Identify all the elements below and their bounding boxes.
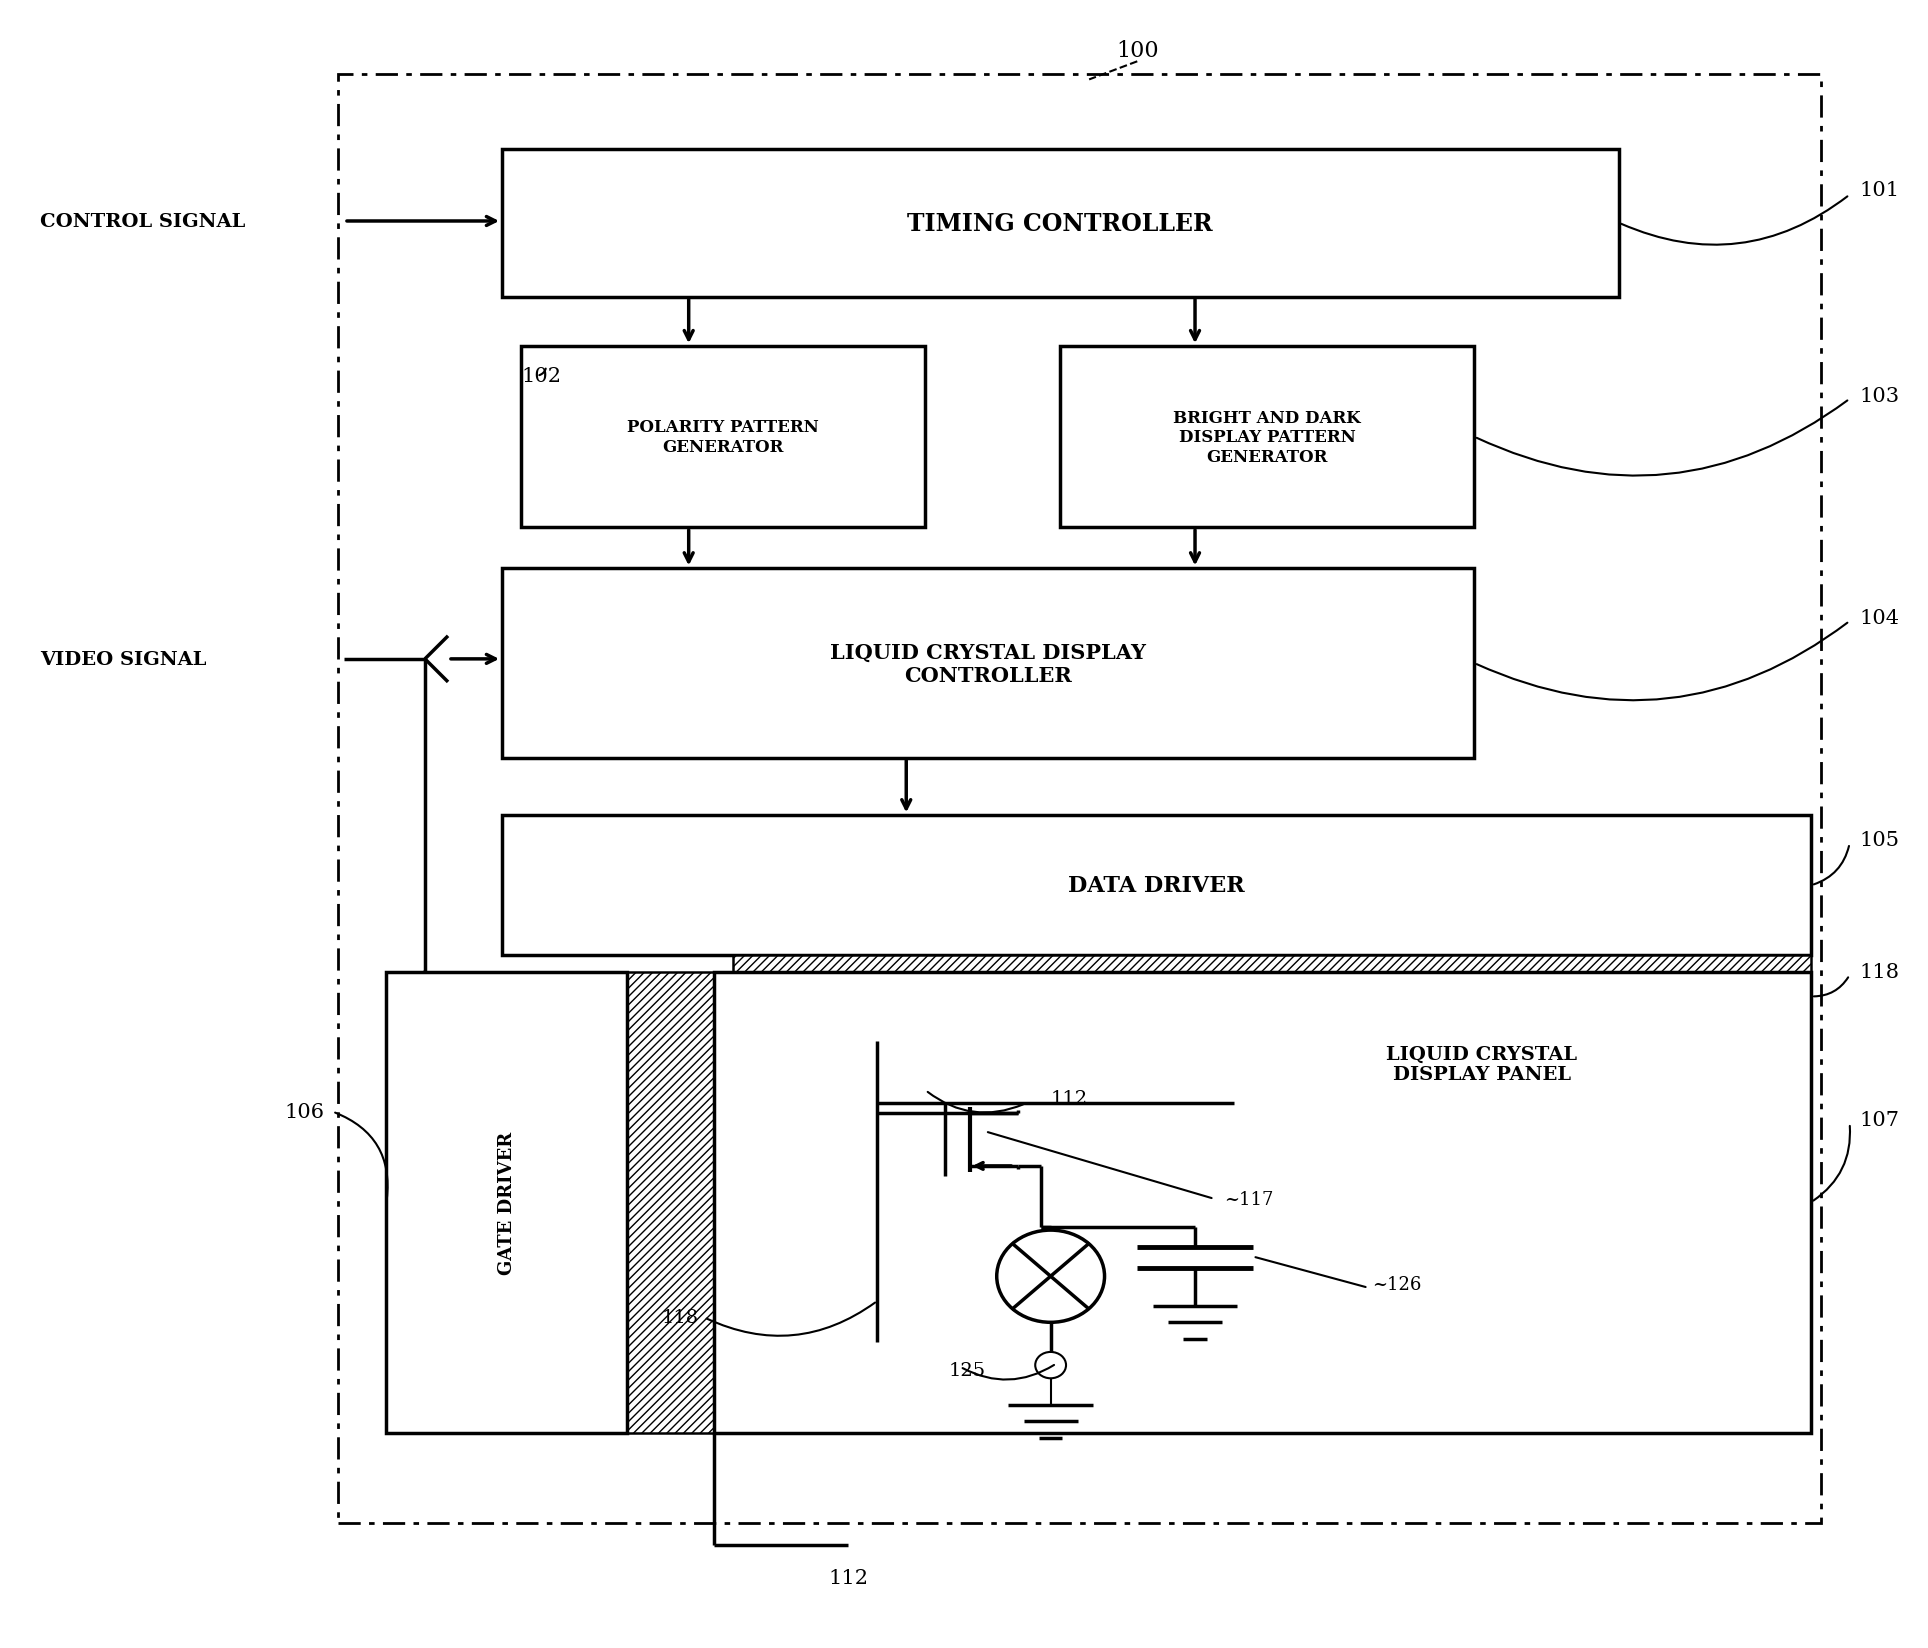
Text: ~126: ~126	[1373, 1276, 1421, 1294]
Text: DATA DRIVER: DATA DRIVER	[1068, 875, 1245, 897]
Text: LIQUID CRYSTAL
DISPLAY PANEL: LIQUID CRYSTAL DISPLAY PANEL	[1386, 1045, 1577, 1084]
Text: 101: 101	[1859, 181, 1899, 199]
Text: 100: 100	[1116, 40, 1159, 61]
Text: 125: 125	[949, 1361, 985, 1379]
Text: VIDEO SIGNAL: VIDEO SIGNAL	[40, 651, 206, 669]
Bar	[521, 346, 925, 527]
Text: 105: 105	[1859, 831, 1899, 850]
Bar	[501, 569, 1475, 758]
Text: CONTROL SIGNAL: CONTROL SIGNAL	[40, 213, 245, 231]
Bar	[386, 972, 627, 1432]
Text: 106: 106	[285, 1103, 324, 1121]
Text: ~117: ~117	[1224, 1190, 1272, 1208]
Text: TIMING CONTROLLER: TIMING CONTROLLER	[908, 211, 1213, 236]
Text: 104: 104	[1859, 608, 1899, 628]
Bar	[627, 972, 713, 1432]
Text: LIQUID CRYSTAL DISPLAY
CONTROLLER: LIQUID CRYSTAL DISPLAY CONTROLLER	[831, 643, 1145, 686]
Bar	[501, 150, 1620, 298]
Text: 102: 102	[521, 368, 561, 386]
Text: GATE DRIVER: GATE DRIVER	[497, 1131, 517, 1274]
Text: BRIGHT AND DARK
DISPLAY PATTERN
GENERATOR: BRIGHT AND DARK DISPLAY PATTERN GENERATO…	[1174, 409, 1361, 465]
Bar	[1060, 346, 1475, 527]
Text: POLARITY PATTERN
GENERATOR: POLARITY PATTERN GENERATOR	[627, 419, 819, 455]
Text: 118: 118	[661, 1309, 698, 1327]
Text: 107: 107	[1859, 1111, 1899, 1129]
Bar	[337, 76, 1820, 1523]
Text: 103: 103	[1859, 387, 1899, 405]
Bar	[733, 956, 1810, 1038]
Text: 112: 112	[829, 1567, 868, 1587]
Bar	[501, 816, 1810, 956]
Text: 112: 112	[1051, 1089, 1087, 1107]
Text: 118: 118	[1859, 962, 1899, 982]
Bar	[713, 972, 1810, 1432]
